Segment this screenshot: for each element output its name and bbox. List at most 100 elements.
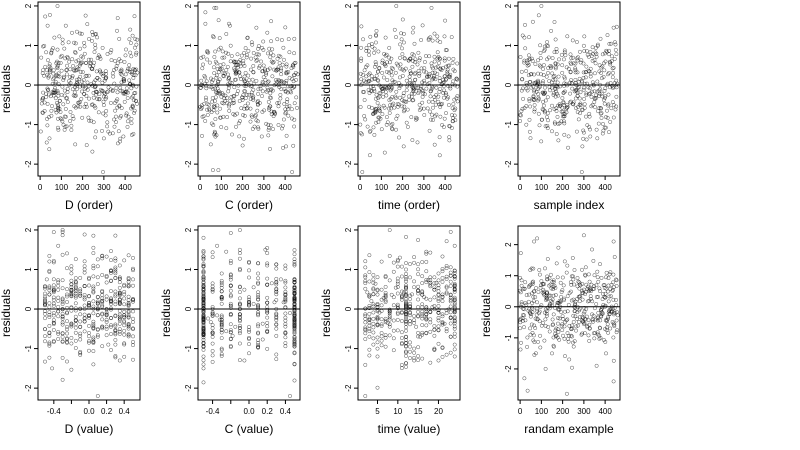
- data-point: [551, 287, 556, 292]
- data-point: [612, 324, 617, 329]
- data-point: [237, 290, 242, 295]
- data-point: [269, 19, 274, 24]
- data-point: [255, 52, 260, 57]
- data-point: [587, 326, 592, 331]
- data-point: [226, 77, 231, 82]
- y-tick-label: -1: [344, 120, 353, 128]
- y-tick-label: 1: [504, 43, 513, 48]
- data-point: [374, 62, 379, 67]
- data-point: [78, 289, 83, 294]
- data-point: [451, 102, 456, 106]
- data-point: [211, 104, 216, 109]
- data-point: [126, 294, 131, 299]
- x-tick-label: 15: [414, 407, 423, 416]
- data-point: [264, 71, 269, 75]
- data-point: [430, 77, 435, 82]
- data-point: [358, 131, 363, 136]
- data-point: [575, 276, 580, 280]
- data-point: [411, 87, 416, 92]
- data-point: [600, 311, 605, 316]
- data-point: [268, 51, 273, 55]
- data-point: [247, 337, 251, 341]
- data-point: [134, 50, 139, 55]
- data-point: [444, 290, 449, 295]
- data-point: [417, 58, 422, 63]
- x-tick-label: 300: [257, 183, 271, 192]
- data-point: [49, 48, 54, 53]
- data-point: [383, 300, 388, 304]
- data-point: [218, 90, 223, 95]
- data-point: [246, 49, 251, 53]
- data-point: [539, 4, 544, 8]
- data-point: [573, 66, 578, 71]
- data-point: [109, 270, 113, 275]
- data-point: [399, 330, 404, 335]
- data-point: [43, 303, 47, 308]
- data-point: [590, 247, 594, 252]
- data-point: [375, 385, 380, 390]
- data-point: [122, 313, 127, 318]
- data-point: [611, 25, 616, 30]
- data-point: [448, 334, 453, 339]
- data-point: [117, 316, 122, 321]
- data-point: [534, 286, 539, 291]
- x-tick-label: 0.0: [243, 407, 255, 416]
- data-point: [94, 89, 99, 94]
- data-point: [94, 31, 98, 36]
- data-point: [551, 293, 556, 298]
- data-point: [375, 316, 380, 321]
- data-point: [415, 85, 420, 90]
- data-point: [51, 303, 56, 308]
- data-point: [72, 104, 77, 109]
- data-point: [390, 121, 395, 126]
- data-point: [91, 284, 96, 289]
- data-point: [118, 139, 122, 144]
- data-point: [201, 299, 206, 304]
- data-point: [47, 268, 52, 273]
- data-point: [80, 115, 85, 120]
- data-point: [69, 288, 74, 293]
- data-point: [367, 303, 372, 308]
- data-point: [95, 394, 100, 398]
- data-point: [607, 311, 612, 316]
- data-point: [91, 311, 96, 316]
- data-point: [233, 324, 238, 329]
- data-point: [246, 73, 251, 78]
- data-point: [581, 136, 586, 141]
- x-tick-label: 0: [518, 407, 523, 416]
- data-point: [595, 332, 600, 337]
- data-point: [214, 5, 219, 10]
- data-point: [228, 312, 233, 317]
- data-point: [440, 299, 445, 304]
- data-point: [199, 55, 204, 60]
- data-point: [265, 251, 270, 256]
- data-point: [595, 330, 600, 335]
- data-point: [93, 32, 98, 37]
- data-point: [543, 366, 548, 371]
- data-point: [570, 323, 574, 328]
- data-point: [547, 329, 552, 334]
- data-point: [268, 146, 272, 151]
- data-point: [367, 329, 372, 334]
- data-point: [119, 69, 124, 74]
- data-point: [112, 124, 117, 129]
- data-point: [69, 324, 74, 329]
- data-point: [260, 89, 265, 94]
- data-point: [420, 356, 425, 361]
- data-point: [593, 105, 598, 110]
- data-point: [212, 105, 217, 110]
- data-point: [408, 310, 412, 315]
- data-point: [432, 333, 437, 338]
- data-point: [113, 355, 118, 360]
- data-point: [598, 111, 603, 116]
- data-point: [387, 70, 391, 75]
- data-point: [224, 249, 229, 254]
- data-point: [131, 277, 135, 282]
- data-point: [256, 340, 261, 345]
- data-point: [448, 299, 453, 304]
- data-point: [607, 307, 612, 312]
- data-point: [571, 55, 575, 60]
- data-point: [551, 335, 556, 340]
- data-point: [241, 113, 246, 118]
